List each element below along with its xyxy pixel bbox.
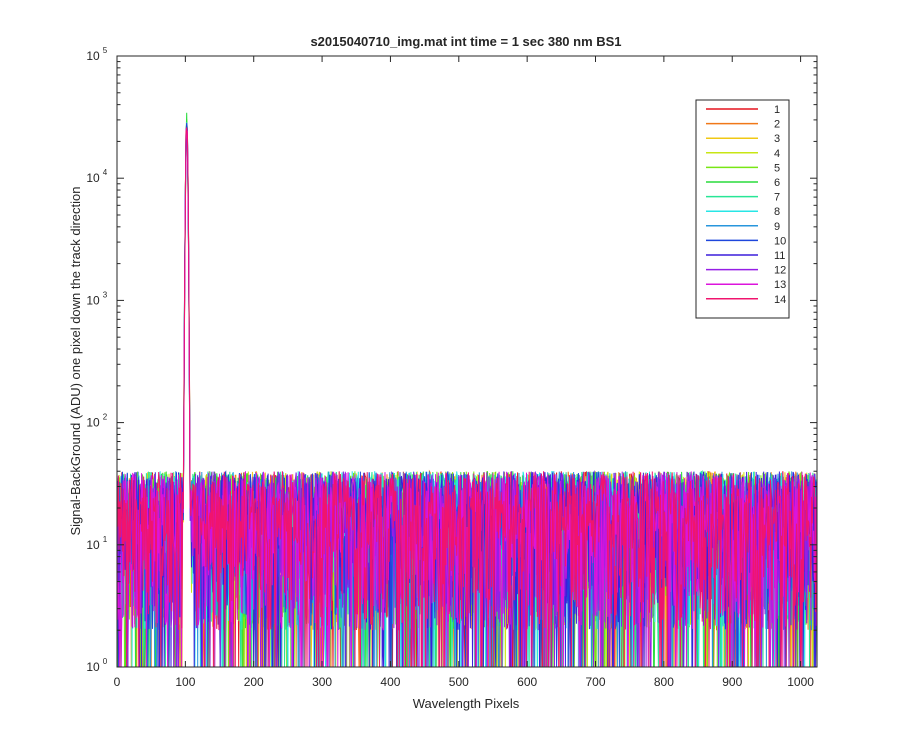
y-tick-exponent: 1: [103, 535, 108, 544]
y-tick-label: 10: [86, 171, 100, 185]
x-tick-label: 800: [654, 675, 674, 689]
y-tick-exponent: 2: [103, 413, 108, 422]
x-tick-label: 300: [312, 675, 332, 689]
legend-label-9: 9: [774, 221, 780, 233]
legend-label-11: 11: [774, 250, 785, 262]
y-tick-label: 10: [86, 538, 100, 552]
x-axis: 0 100 200 300 400 500 600 700 800 900 1000: [114, 56, 814, 689]
y-tick-label: 10: [86, 293, 100, 307]
legend-label-6: 6: [774, 177, 780, 189]
x-tick-label: 400: [380, 675, 400, 689]
legend-label-5: 5: [774, 162, 780, 174]
y-tick-label: 10: [86, 416, 100, 430]
legend-label-7: 7: [774, 192, 780, 204]
x-tick-label: 600: [517, 675, 537, 689]
x-tick-label: 500: [449, 675, 469, 689]
x-tick-label: 100: [175, 675, 195, 689]
y-tick-exponent: 3: [103, 290, 108, 299]
legend-label-12: 12: [774, 265, 786, 277]
legend-label-1: 1: [774, 104, 780, 116]
x-axis-label: Wavelength Pixels: [413, 696, 520, 711]
chart-title: s2015040710_img.mat int time = 1 sec 380…: [310, 34, 621, 49]
x-tick-label: 200: [244, 675, 264, 689]
legend-label-14: 14: [774, 294, 786, 306]
y-tick-label: 10: [86, 49, 100, 63]
x-tick-label: 900: [722, 675, 742, 689]
legend-box: [695, 99, 790, 319]
y-tick-exponent: 0: [103, 657, 108, 666]
legend-label-13: 13: [774, 279, 786, 291]
legend-label-10: 10: [774, 235, 786, 247]
legend-label-2: 2: [774, 119, 780, 131]
y-tick-exponent: 4: [103, 168, 108, 177]
x-tick-label: 1000: [787, 675, 814, 689]
x-tick-label: 700: [586, 675, 606, 689]
legend-label-4: 4: [774, 148, 780, 160]
legend-label-8: 8: [774, 206, 780, 218]
y-tick-label: 10: [86, 660, 100, 674]
x-tick-label: 0: [114, 675, 121, 689]
y-tick-exponent: 5: [103, 46, 108, 55]
plot-frame: [116, 55, 818, 668]
y-axis-label: Signal-BackGround (ADU) one pixel down t…: [68, 186, 83, 535]
legend-label-3: 3: [774, 133, 780, 145]
